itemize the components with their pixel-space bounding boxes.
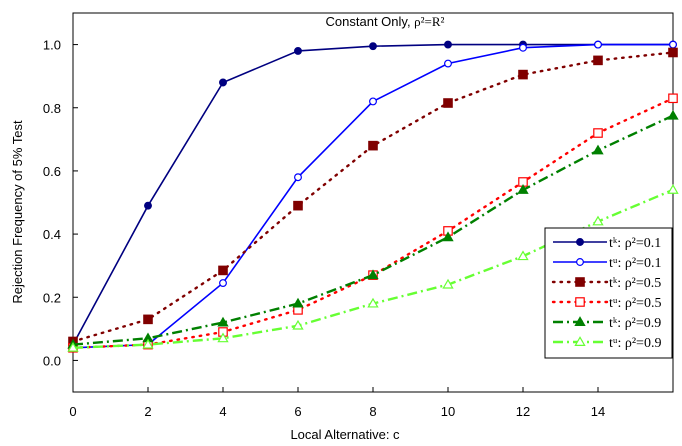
x-axis-title: Local Alternative: c: [290, 427, 400, 442]
data-point: [369, 97, 377, 106]
data-point: [217, 316, 229, 327]
y-tick-label: 1.0: [43, 38, 61, 53]
x-tick-label: 2: [144, 404, 151, 419]
legend-box: [544, 227, 673, 359]
data-point: [574, 336, 586, 346]
chart-title-prefix: Constant Only,: [326, 14, 415, 29]
data-point: [668, 47, 678, 58]
data-point: [294, 173, 302, 182]
data-point: [669, 40, 677, 49]
x-tick-label: 6: [294, 404, 301, 419]
y-axis-title: Rejection Frequency of 5% Test: [10, 120, 25, 304]
data-point: [517, 250, 529, 261]
data-point: [444, 40, 452, 49]
data-point: [574, 316, 586, 326]
y-tick-label: 0.6: [43, 164, 61, 179]
legend-item: tᵏ: ρ²=0.9: [553, 316, 661, 331]
data-point: [593, 128, 603, 138]
y-axis: 0.0 0.2 0.4 0.6 0.8 1.0: [43, 38, 78, 368]
x-tick-label: 4: [219, 404, 226, 419]
legend-label: tᵘ: ρ²=0.9: [609, 336, 661, 351]
series-6: [67, 184, 679, 352]
y-tick-label: 0.8: [43, 101, 61, 116]
chart-title: Constant Only, ρ²=R²: [326, 14, 445, 29]
series-line: [71, 97, 675, 349]
data-point: [367, 297, 379, 308]
data-point: [369, 42, 377, 51]
data-point: [144, 201, 152, 210]
x-axis: 0 2 4 6 8 10 12 14: [69, 387, 605, 419]
data-point: [518, 69, 528, 80]
legend-label: tᵏ: ρ²=0.5: [609, 276, 661, 291]
data-point: [218, 265, 228, 276]
data-point: [67, 341, 79, 352]
legend-label: tᵘ: ρ²=0.5: [609, 296, 661, 311]
data-point: [368, 140, 378, 151]
data-point: [444, 59, 452, 68]
data-point: [219, 279, 227, 287]
data-point: [143, 314, 153, 325]
series-layer: [67, 40, 679, 353]
data-point: [292, 297, 304, 308]
data-point: [592, 215, 604, 226]
data-point: [667, 109, 679, 120]
data-point: [517, 184, 529, 194]
x-tick-label: 14: [591, 404, 605, 419]
legend-item: tᵏ: ρ²=0.1: [553, 236, 661, 251]
legend-item: tᵘ: ρ²=0.5: [551, 296, 661, 311]
data-point: [219, 78, 227, 87]
data-point: [443, 98, 453, 108]
data-point: [293, 200, 303, 211]
series-1: [69, 40, 677, 349]
data-point: [442, 231, 454, 242]
series-2: [69, 40, 677, 352]
data-point: [576, 238, 584, 246]
data-point: [575, 297, 585, 307]
legend-label: tᵏ: ρ²=0.1: [609, 236, 661, 251]
data-point: [519, 43, 527, 52]
data-point: [294, 46, 302, 55]
y-tick-label: 0.2: [43, 290, 61, 305]
legend-label: tᵏ: ρ²=0.9: [609, 316, 661, 331]
legend-item: tᵏ: ρ²=0.5: [551, 276, 661, 291]
y-tick-label: 0.4: [43, 227, 61, 242]
data-point: [575, 277, 585, 287]
data-point: [367, 269, 379, 280]
data-point: [667, 184, 679, 194]
data-point: [442, 278, 454, 289]
chart-title-formula: ρ²=R²: [414, 14, 444, 29]
legend-item: tᵘ: ρ²=0.9: [553, 336, 661, 351]
data-point: [594, 40, 602, 49]
legend-label: tᵘ: ρ²=0.1: [609, 256, 661, 271]
x-tick-label: 10: [441, 404, 455, 419]
x-tick-label: 0: [69, 404, 76, 419]
data-point: [142, 338, 154, 349]
data-point: [292, 319, 304, 330]
x-tick-label: 12: [516, 404, 530, 419]
data-point: [576, 258, 584, 266]
data-point: [593, 55, 603, 66]
y-tick-label: 0.0: [43, 353, 61, 368]
legend-item: tᵘ: ρ²=0.1: [553, 256, 661, 271]
data-point: [217, 332, 229, 343]
legend: tᵏ: ρ²=0.1 tᵘ: ρ²=0.1 tᵏ: ρ²=0.5 tᵘ: ρ²=0.5…: [544, 227, 673, 359]
x-tick-label: 8: [369, 404, 376, 419]
data-point: [592, 144, 604, 155]
data-point: [668, 93, 678, 104]
